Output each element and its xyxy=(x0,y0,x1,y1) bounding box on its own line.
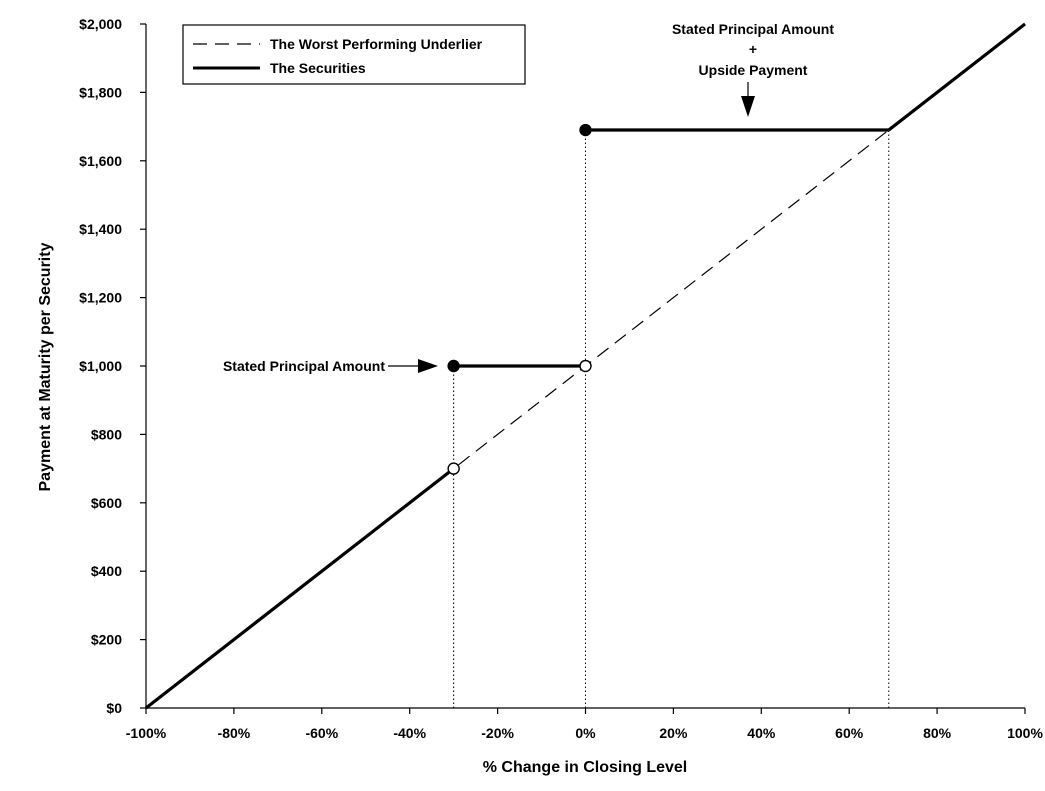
x-tick-label: -20% xyxy=(481,725,514,741)
annotation-arrow-head-left xyxy=(418,359,438,373)
y-tick-label: $1,800 xyxy=(79,84,122,100)
y-tick-label: $1,200 xyxy=(79,290,122,306)
x-tick-label: 0% xyxy=(575,725,596,741)
series-securities xyxy=(145,22,1026,710)
legend: The Worst Performing Underlier The Secur… xyxy=(182,24,526,85)
x-tick-label: -80% xyxy=(218,725,251,741)
y-tick-label: $1,400 xyxy=(79,221,122,237)
x-tick-label: -100% xyxy=(126,725,167,741)
y-tick-label: $600 xyxy=(91,495,122,511)
x-tick-label: -40% xyxy=(393,725,426,741)
annotation-upside-line2: + xyxy=(749,41,757,57)
x-tick-label: 80% xyxy=(923,725,952,741)
legend-label-securities: The Securities xyxy=(270,60,366,76)
marker-open xyxy=(579,359,592,373)
markers xyxy=(447,123,592,475)
legend-label-underlier: The Worst Performing Underlier xyxy=(270,36,483,52)
x-tick-label: 100% xyxy=(1007,725,1043,741)
y-axis-title: Payment at Maturity per Security xyxy=(37,242,54,491)
marker-open xyxy=(447,462,460,475)
annotation-arrow-head-down xyxy=(741,96,755,117)
marker-filled xyxy=(447,359,460,373)
annotation-upside-line1: Stated Principal Amount xyxy=(672,21,834,37)
annotation-stated-principal: Stated Principal Amount xyxy=(223,358,385,374)
axes: -100% -80% -60% -40% -20% 0% 20% 40% 60% 80% 100% $… xyxy=(79,16,1043,741)
y-tick-label: $0 xyxy=(106,700,122,716)
x-tick-label: 60% xyxy=(835,725,864,741)
series-segment-solid xyxy=(887,22,1026,132)
x-tick-label: 40% xyxy=(747,725,776,741)
x-tick-label: 20% xyxy=(659,725,688,741)
y-tick-label: $200 xyxy=(91,632,122,648)
annotations: Stated Principal Amount Stated Principal… xyxy=(223,21,834,374)
y-tick-label: $2,000 xyxy=(79,16,122,32)
y-tick-label: $400 xyxy=(91,563,122,579)
legend-box xyxy=(182,24,526,85)
x-tick-label: -60% xyxy=(305,725,338,741)
x-axis-title: % Change in Closing Level xyxy=(483,759,687,776)
y-tick-label: $1,600 xyxy=(79,153,122,169)
y-tick-label: $1,000 xyxy=(79,358,122,374)
annotation-upside-line3: Upside Payment xyxy=(699,62,808,78)
y-tick-label: $800 xyxy=(91,426,122,442)
marker-filled xyxy=(579,123,592,137)
series-segment-solid xyxy=(145,467,455,710)
reference-lines xyxy=(453,130,890,708)
